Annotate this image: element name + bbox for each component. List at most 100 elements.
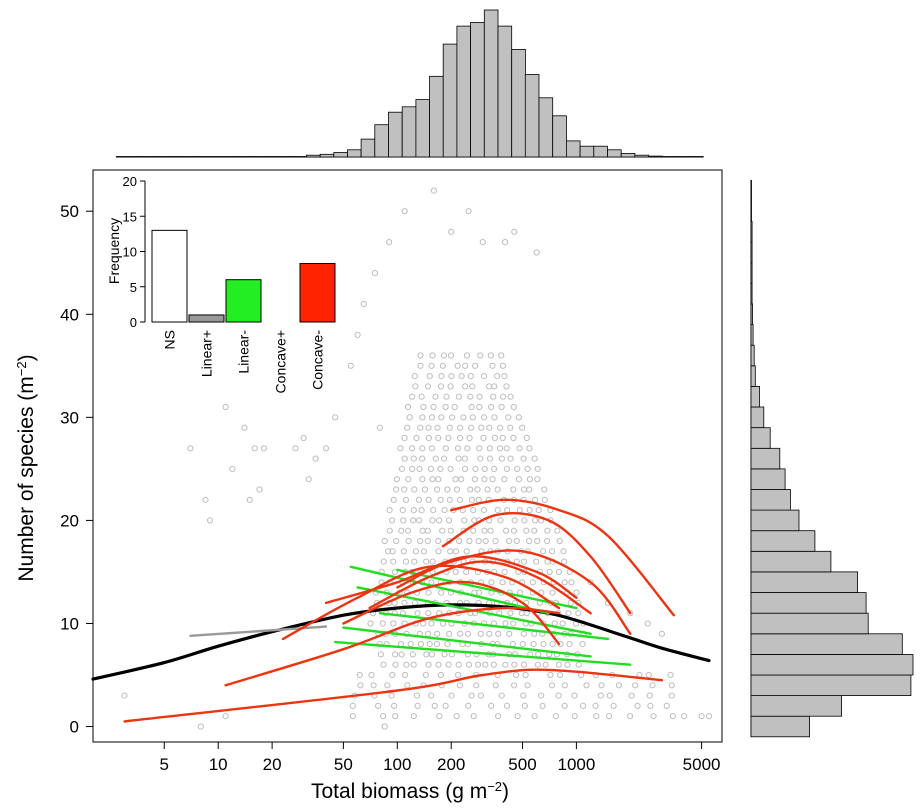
top-hist-bar (305, 154, 321, 158)
y-tick-label: 30 (60, 408, 79, 427)
data-point (492, 682, 499, 689)
inset-category-label: Linear+ (199, 330, 215, 377)
data-point (583, 682, 590, 689)
data-point (439, 527, 446, 534)
data-point (587, 579, 594, 586)
inset-bar-Concave- (299, 262, 336, 323)
top-hist-bar (347, 149, 362, 158)
data-point (566, 641, 573, 648)
data-point (322, 445, 330, 452)
data-point (565, 610, 572, 617)
data-point (681, 713, 688, 720)
data-point (526, 537, 533, 545)
data-point (488, 579, 495, 586)
top-hist-bar (442, 43, 458, 158)
data-point (457, 434, 464, 442)
right-hist-bar (750, 179, 752, 202)
data-point (518, 610, 525, 617)
top-hist-bar (511, 49, 526, 158)
data-point (444, 641, 451, 648)
data-point (481, 527, 488, 534)
data-point (522, 671, 529, 679)
data-point (451, 403, 458, 411)
data-point (513, 537, 520, 545)
data-point (482, 537, 489, 545)
data-point (413, 692, 421, 699)
top-hist-bar (579, 145, 595, 158)
data-point (356, 671, 363, 679)
data-point (488, 403, 495, 411)
data-point (467, 393, 474, 400)
data-point (392, 651, 399, 658)
data-point (523, 434, 530, 442)
data-point (668, 692, 675, 699)
data-point (426, 373, 433, 380)
top-hist-bar (237, 156, 253, 158)
data-point (393, 537, 400, 545)
data-point (454, 445, 461, 452)
data-point (409, 651, 416, 658)
data-point (510, 682, 518, 689)
data-point (398, 651, 405, 658)
right-hist-bar (750, 674, 912, 697)
data-point (481, 373, 488, 380)
data-point (531, 455, 538, 462)
data-point (472, 465, 479, 472)
inset-y-axis: 0 5 10 15 20 (123, 174, 146, 330)
inset-y-tick-label: 15 (123, 209, 137, 224)
data-point (705, 713, 713, 720)
data-point (535, 507, 542, 514)
data-point (484, 486, 491, 493)
top-hist-bar (497, 25, 513, 158)
data-point (524, 682, 531, 689)
right-hist-bar (750, 303, 754, 326)
data-point (412, 548, 419, 555)
data-point (593, 713, 600, 720)
inset-bar-NS (151, 229, 188, 323)
right-hist-bar (750, 612, 869, 635)
top-hist-bar (634, 154, 649, 158)
top-hist-bar (155, 156, 171, 158)
data-point (414, 610, 421, 617)
data-point (506, 630, 513, 637)
inset-category-label: Concave- (310, 330, 326, 390)
data-point (360, 300, 367, 308)
plot-frame (92, 169, 723, 743)
data-point (434, 486, 441, 493)
data-point (495, 630, 502, 637)
data-point (442, 702, 449, 710)
top-hist-bar (675, 156, 691, 158)
data-point (491, 383, 498, 390)
data-point (462, 465, 469, 472)
data-point (456, 537, 463, 545)
data-point (464, 445, 471, 452)
data-point (425, 496, 432, 503)
data-point (462, 383, 469, 390)
data-point (490, 661, 497, 668)
data-point (206, 517, 214, 524)
data-point (509, 641, 516, 648)
data-point (457, 424, 464, 431)
data-point (529, 579, 536, 586)
data-point (401, 434, 408, 442)
data-point (456, 682, 463, 689)
data-point (471, 476, 478, 483)
y-tick-label: 50 (60, 202, 79, 221)
data-point (531, 527, 538, 534)
data-point (448, 228, 455, 235)
data-point (503, 702, 511, 710)
data-point (516, 445, 523, 452)
data-point (423, 558, 430, 565)
data-point (510, 403, 517, 411)
data-point (491, 465, 498, 472)
data-point (452, 476, 459, 483)
y-tick-label: 20 (60, 511, 79, 530)
data-point (430, 507, 437, 514)
data-point (461, 517, 468, 524)
data-point (401, 486, 408, 493)
data-point (535, 651, 542, 658)
data-point (409, 445, 416, 452)
data-point (349, 713, 356, 720)
top-hist-bar (278, 156, 294, 158)
linear-neg-curve (378, 611, 610, 641)
